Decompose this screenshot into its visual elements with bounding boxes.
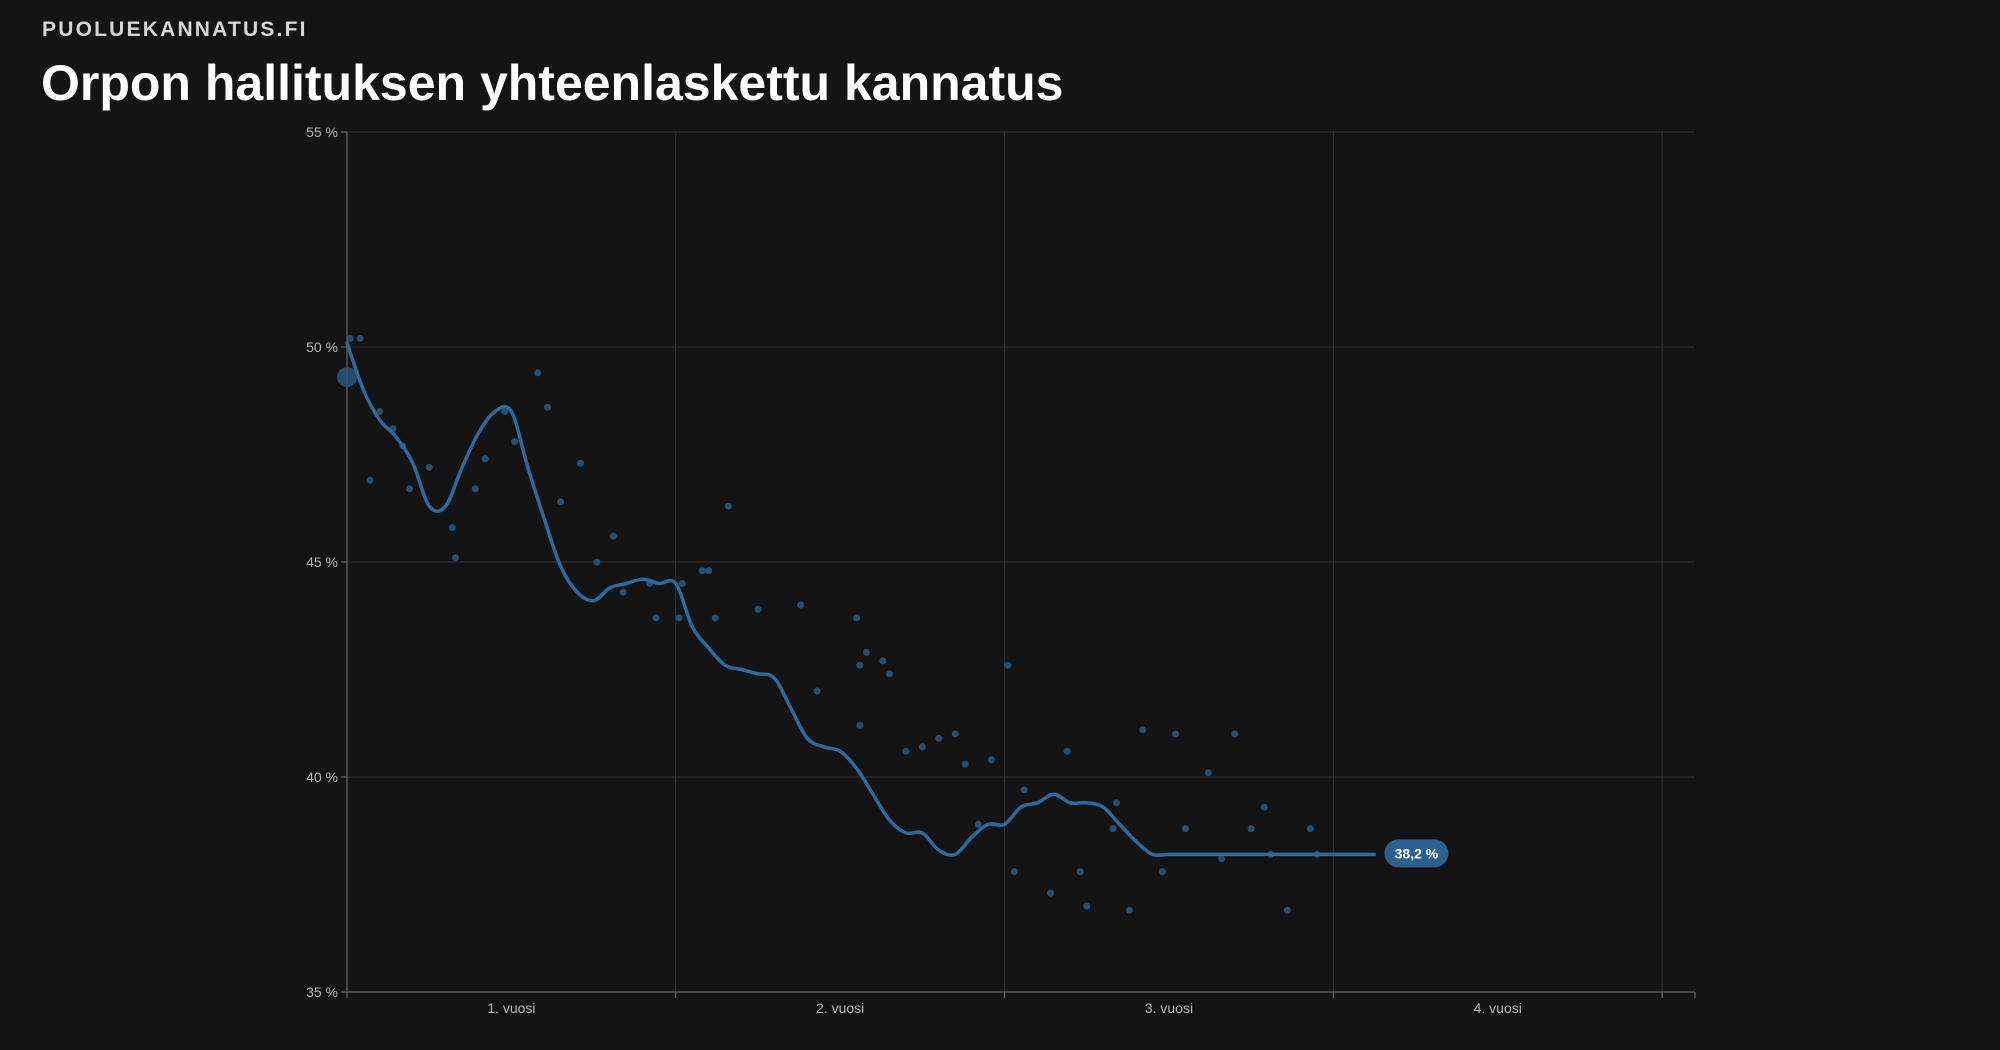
site-brand[interactable]: PUOLUEKANNATUS.FI bbox=[42, 18, 308, 41]
poll-point bbox=[1020, 786, 1028, 794]
poll-point bbox=[853, 614, 861, 622]
poll-point bbox=[534, 369, 542, 377]
end-value-label: 38,2 % bbox=[1384, 839, 1449, 868]
poll-point bbox=[544, 403, 552, 411]
poll-point bbox=[405, 485, 413, 493]
poll-point bbox=[1063, 747, 1071, 755]
poll-point bbox=[935, 734, 943, 742]
trend-line bbox=[345, 340, 1377, 858]
poll-point bbox=[711, 614, 719, 622]
poll-point bbox=[1260, 803, 1268, 811]
poll-point bbox=[885, 670, 893, 678]
poll-point bbox=[1076, 868, 1084, 876]
poll-point bbox=[1112, 799, 1120, 807]
poll-point bbox=[698, 567, 706, 575]
poll-point bbox=[879, 657, 887, 665]
trend-line-layer bbox=[345, 340, 1377, 858]
poll-point bbox=[593, 558, 601, 566]
end-value-text: 38,2 % bbox=[1395, 845, 1439, 861]
poll-point bbox=[346, 334, 354, 342]
poll-point bbox=[576, 459, 584, 467]
y-tick-label: 35 % bbox=[306, 984, 338, 1000]
poll-point bbox=[754, 605, 762, 613]
poll-point bbox=[902, 747, 910, 755]
poll-point bbox=[856, 721, 864, 729]
chart-title: Orpon hallituksen yhteenlaskettu kannatu… bbox=[41, 55, 1064, 111]
poll-point bbox=[376, 408, 384, 415]
poll-point bbox=[1181, 825, 1189, 833]
poll-points bbox=[337, 334, 1321, 914]
y-tick-label: 50 % bbox=[306, 339, 338, 355]
poll-point bbox=[501, 408, 509, 415]
poll-point bbox=[1204, 769, 1212, 777]
poll-point bbox=[678, 580, 686, 587]
poll-point bbox=[705, 567, 713, 575]
poll-point bbox=[1158, 868, 1166, 876]
poll-point bbox=[557, 498, 565, 506]
poll-point bbox=[1004, 661, 1012, 669]
poll-point bbox=[1247, 825, 1255, 833]
poll-point bbox=[1109, 825, 1117, 833]
poll-point bbox=[1231, 730, 1239, 738]
poll-point bbox=[856, 661, 864, 669]
poll-point bbox=[1139, 726, 1147, 734]
poll-point bbox=[1010, 868, 1018, 876]
poll-point bbox=[511, 438, 519, 446]
poll-point bbox=[652, 614, 660, 622]
poll-point bbox=[1083, 902, 1091, 910]
x-tick-label: 2. vuosi bbox=[816, 1000, 864, 1016]
poll-point bbox=[609, 532, 617, 540]
poll-point bbox=[425, 463, 433, 471]
poll-point bbox=[1306, 825, 1314, 833]
poll-point bbox=[1125, 906, 1133, 914]
axes: 35 % 40 % 45 % 50 % 55 % 1. vuosi 2. vuosi 3. v… bbox=[306, 124, 1696, 1016]
poll-point bbox=[987, 756, 995, 764]
poll-point bbox=[366, 476, 374, 484]
poll-point bbox=[813, 687, 821, 695]
poll-point bbox=[619, 588, 627, 596]
poll-point bbox=[974, 820, 982, 828]
y-tick-label: 55 % bbox=[306, 124, 338, 140]
x-tick-label: 3. vuosi bbox=[1145, 1000, 1193, 1016]
poll-point bbox=[724, 502, 732, 510]
y-tick-label: 45 % bbox=[306, 554, 338, 570]
poll-point bbox=[481, 455, 489, 463]
x-tick-label: 1. vuosi bbox=[487, 1000, 535, 1016]
poll-point bbox=[471, 485, 479, 493]
poll-point bbox=[337, 367, 357, 388]
poll-point bbox=[862, 648, 870, 656]
poll-point bbox=[356, 334, 364, 342]
poll-point bbox=[918, 743, 926, 751]
poll-point bbox=[448, 524, 456, 532]
poll-point bbox=[451, 554, 459, 562]
grid bbox=[346, 131, 1695, 993]
end-value-badge bbox=[1384, 839, 1449, 868]
poll-point bbox=[1172, 730, 1180, 738]
poll-point bbox=[1218, 855, 1226, 863]
x-tick-label: 4. vuosi bbox=[1474, 1000, 1522, 1016]
poll-point bbox=[1283, 906, 1291, 914]
poll-point bbox=[797, 601, 805, 609]
y-tick-label: 40 % bbox=[306, 769, 338, 785]
poll-point bbox=[961, 760, 969, 768]
poll-point bbox=[951, 730, 959, 738]
poll-point bbox=[675, 614, 683, 622]
poll-point bbox=[1047, 889, 1055, 897]
